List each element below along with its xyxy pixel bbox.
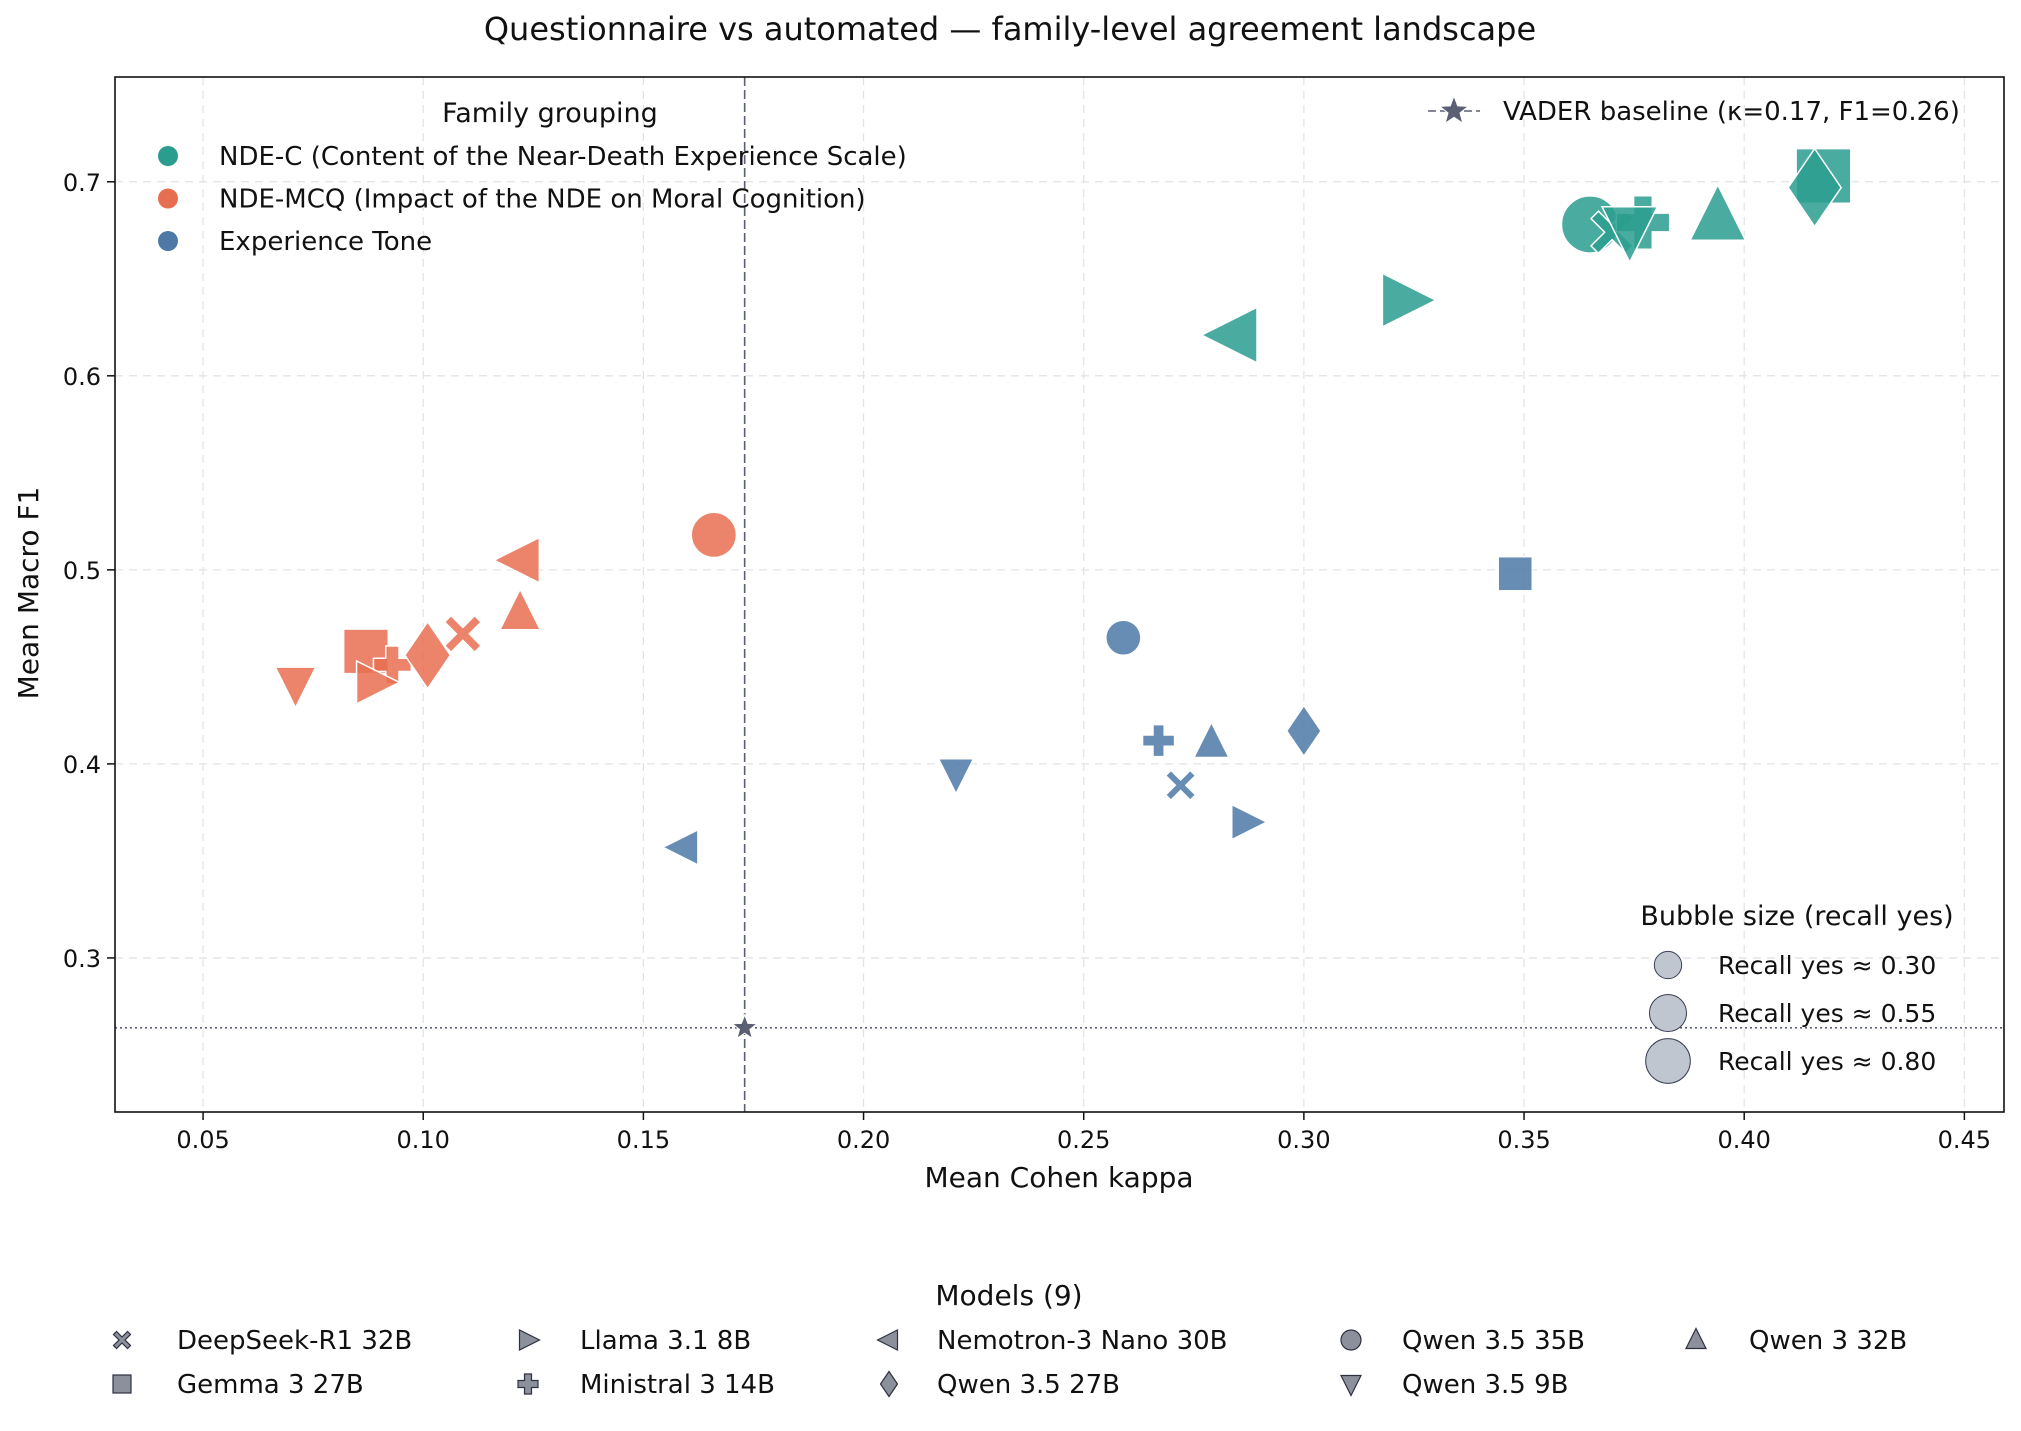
family-legend-title: Family grouping [442, 98, 658, 129]
family-legend-marker [158, 188, 178, 209]
models-legend-marker [876, 1329, 899, 1351]
size-legend-label: Recall yes ≈ 0.55 [1718, 999, 1936, 1028]
baseline-legend-star [1438, 94, 1470, 125]
grid [115, 77, 2004, 1112]
point-ndemcq-triangle-down [274, 666, 317, 710]
baseline-legend: VADER baseline (κ=0.17, F1=0.26) [1428, 94, 1960, 127]
models-legend-title: Models (9) [935, 1279, 1082, 1312]
family-legend-marker [158, 231, 178, 251]
y-tick-label: 0.3 [63, 945, 101, 973]
point-ndemcq-diamond [403, 620, 452, 691]
family-legend-marker [158, 146, 178, 166]
models-legend-label: Nemotron-3 Nano 30B [937, 1326, 1228, 1356]
x-tick-label: 0.25 [1057, 1126, 1110, 1154]
models-legend-marker [1340, 1374, 1362, 1397]
point-tone-diamond [1285, 704, 1322, 758]
plot-frame [114, 76, 2005, 1113]
y-tick-label: 0.7 [63, 169, 101, 197]
data-points [274, 147, 1852, 1040]
point-tone-triangle-down [937, 757, 975, 796]
y-axis: 0.3 0.4 0.5 0.6 0.7 [63, 169, 115, 973]
size-legend: Bubble size (recall yes) Recall yes ≈ 0.… [1640, 901, 1954, 1084]
point-ndemcq-triangle-left [492, 536, 541, 584]
point-ndemcq-triangle-right [355, 659, 402, 706]
y-tick-label: 0.5 [63, 557, 101, 585]
point-ndemcq-circle [690, 511, 738, 559]
x-tick-label: 0.35 [1497, 1126, 1550, 1154]
point-ndec-diamond [1787, 147, 1843, 228]
x-axis: 0.05 0.10 0.15 0.20 0.25 0.30 0.35 0.40 0.45 [176, 1112, 1991, 1154]
models-legend-marker [112, 1330, 132, 1350]
models-legend-label: Qwen 3 32B [1749, 1326, 1907, 1356]
y-tick-label: 0.4 [63, 751, 101, 779]
models-legend-label: Qwen 3.5 27B [937, 1370, 1120, 1400]
point-tone-plus [1141, 723, 1176, 758]
models-legend-label: Gemma 3 27B [177, 1370, 364, 1400]
x-tick-label: 0.05 [176, 1126, 229, 1154]
models-legend-marker [518, 1329, 541, 1351]
x-tick-label: 0.40 [1717, 1126, 1770, 1154]
x-tick-label: 0.15 [617, 1126, 670, 1154]
family-legend-label: NDE-C (Content of the Near-Death Experie… [219, 142, 907, 172]
point-tone-square [1497, 555, 1534, 592]
x-axis-label: Mean Cohen kappa [924, 1161, 1193, 1194]
x-tick-label: 0.45 [1938, 1126, 1991, 1154]
point-ndec-triangle-right [1381, 272, 1438, 329]
models-legend-marker [1340, 1329, 1362, 1351]
vader-baseline-star [730, 1013, 759, 1040]
point-tone-triangle-left [661, 828, 699, 867]
models-legend-label: Qwen 3.5 9B [1402, 1370, 1568, 1400]
point-ndec-triangle-down [1600, 205, 1659, 264]
chart-title: Questionnaire vs automated — family-leve… [484, 10, 1536, 48]
y-tick-label: 0.6 [63, 363, 101, 391]
family-legend: Family grouping NDE-C (Content of the Ne… [158, 98, 907, 257]
point-ndec-triangle-left [1199, 306, 1258, 364]
models-legend-label: Ministral 3 14B [580, 1370, 775, 1400]
point-ndec-triangle-up [1688, 183, 1747, 242]
point-tone-x [1164, 769, 1197, 802]
y-axis-label: Mean Macro F1 [12, 487, 45, 700]
models-legend-label: Qwen 3.5 35B [1402, 1326, 1585, 1356]
models-legend-label: DeepSeek-R1 32B [177, 1326, 412, 1356]
size-legend-label: Recall yes ≈ 0.80 [1718, 1047, 1936, 1076]
family-legend-label: NDE-MCQ (Impact of the NDE on Moral Cogn… [219, 185, 866, 215]
size-legend-title: Bubble size (recall yes) [1640, 901, 1953, 932]
point-ndemcq-plus [372, 645, 413, 685]
point-tone-triangle-up [1192, 720, 1231, 759]
baseline-lines [115, 77, 2004, 1112]
point-tone-triangle-right [1230, 803, 1269, 841]
size-legend-label: Recall yes ≈ 0.30 [1718, 951, 1936, 980]
models-legend-label: Llama 3.1 8B [580, 1326, 751, 1356]
x-tick-label: 0.30 [1277, 1126, 1330, 1154]
x-tick-label: 0.10 [397, 1126, 450, 1154]
point-ndemcq-triangle-up [498, 587, 542, 631]
size-legend-bubble [1645, 1038, 1691, 1084]
models-legend-marker [517, 1373, 539, 1395]
size-legend-bubble [1653, 950, 1683, 980]
models-legend-marker [879, 1370, 899, 1398]
x-tick-label: 0.20 [837, 1126, 890, 1154]
models-legend-marker [112, 1374, 132, 1394]
models-legend: Models (9) DeepSeek-R1 32B Gemma 3 27B Lla… [112, 1279, 1907, 1400]
models-legend-marker [1685, 1327, 1707, 1350]
family-legend-label: Experience Tone [219, 227, 432, 257]
baseline-legend-label: VADER baseline (κ=0.17, F1=0.26) [1503, 97, 1960, 127]
size-legend-bubble [1648, 993, 1688, 1033]
point-ndemcq-x [443, 614, 483, 654]
point-tone-circle [1105, 619, 1142, 657]
